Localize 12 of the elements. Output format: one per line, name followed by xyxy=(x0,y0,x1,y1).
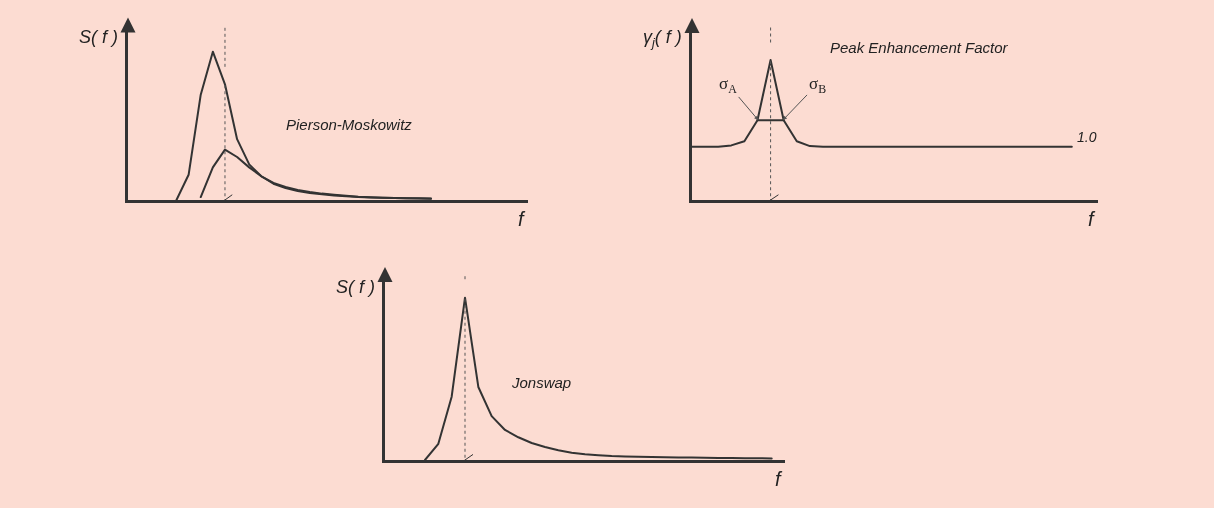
x-axis-title: f xyxy=(1088,208,1096,230)
chart-title: Peak Enhancement Factor xyxy=(830,39,1009,56)
y-axis-title: S( f ) xyxy=(336,277,375,297)
annotation: σ$_{B}$ xyxy=(809,74,827,96)
annotation: σ$_{A}$ xyxy=(719,74,738,96)
x-axis-title: f xyxy=(775,468,783,490)
text: Jonswap xyxy=(511,374,572,391)
annotation: 1.0 xyxy=(1077,129,1097,145)
y-axis-title: S( f ) xyxy=(79,27,118,47)
x-axis-title: f xyxy=(518,208,526,230)
y-axis-title: γ$_{j}$( f ) xyxy=(643,27,682,50)
text: Pierson-Moskowitz xyxy=(286,116,413,133)
